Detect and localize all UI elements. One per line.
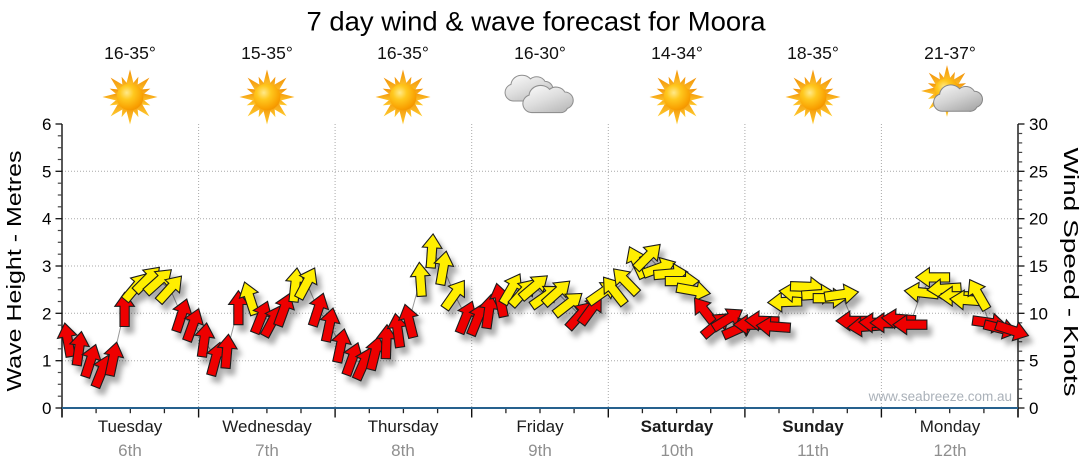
svg-text:21-37°: 21-37° — [924, 43, 976, 63]
svg-text:www.seabreeze.com.au: www.seabreeze.com.au — [868, 389, 1012, 404]
svg-text:Sunday: Sunday — [782, 417, 844, 436]
svg-text:Wednesday: Wednesday — [222, 417, 312, 436]
svg-text:0: 0 — [1029, 399, 1038, 418]
svg-text:16-35°: 16-35° — [377, 43, 429, 63]
svg-text:3: 3 — [42, 257, 51, 276]
svg-text:10: 10 — [1029, 304, 1048, 323]
svg-text:7th: 7th — [255, 441, 279, 460]
svg-text:Wind Speed - Knots: Wind Speed - Knots — [1059, 148, 1080, 397]
svg-text:5: 5 — [1029, 352, 1038, 371]
svg-text:8th: 8th — [391, 441, 415, 460]
svg-text:20: 20 — [1029, 210, 1048, 229]
svg-text:Monday: Monday — [920, 417, 981, 436]
svg-text:6: 6 — [42, 115, 51, 134]
svg-text:6th: 6th — [118, 441, 142, 460]
svg-text:12th: 12th — [933, 441, 966, 460]
svg-text:Tuesday: Tuesday — [98, 417, 163, 436]
svg-text:15-35°: 15-35° — [241, 43, 293, 63]
svg-text:15: 15 — [1029, 257, 1048, 276]
svg-text:25: 25 — [1029, 162, 1048, 181]
svg-text:5: 5 — [42, 162, 51, 181]
svg-text:Friday: Friday — [516, 417, 564, 436]
svg-text:0: 0 — [42, 399, 51, 418]
svg-text:4: 4 — [42, 210, 51, 229]
svg-text:Thursday: Thursday — [368, 417, 439, 436]
svg-text:1: 1 — [42, 352, 51, 371]
svg-text:11th: 11th — [797, 441, 829, 460]
svg-text:16-35°: 16-35° — [104, 43, 156, 63]
svg-text:2: 2 — [42, 304, 51, 323]
svg-text:Wave Height - Metres: Wave Height - Metres — [4, 151, 26, 392]
svg-text:16-30°: 16-30° — [514, 43, 566, 63]
svg-text:18-35°: 18-35° — [787, 43, 839, 63]
svg-text:10th: 10th — [660, 441, 693, 460]
svg-text:Saturday: Saturday — [641, 417, 714, 436]
svg-text:9th: 9th — [528, 441, 552, 460]
svg-text:14-34°: 14-34° — [651, 43, 703, 63]
svg-text:30: 30 — [1029, 115, 1048, 134]
svg-text:7 day wind & wave forecast for: 7 day wind & wave forecast for Moora — [307, 7, 767, 37]
